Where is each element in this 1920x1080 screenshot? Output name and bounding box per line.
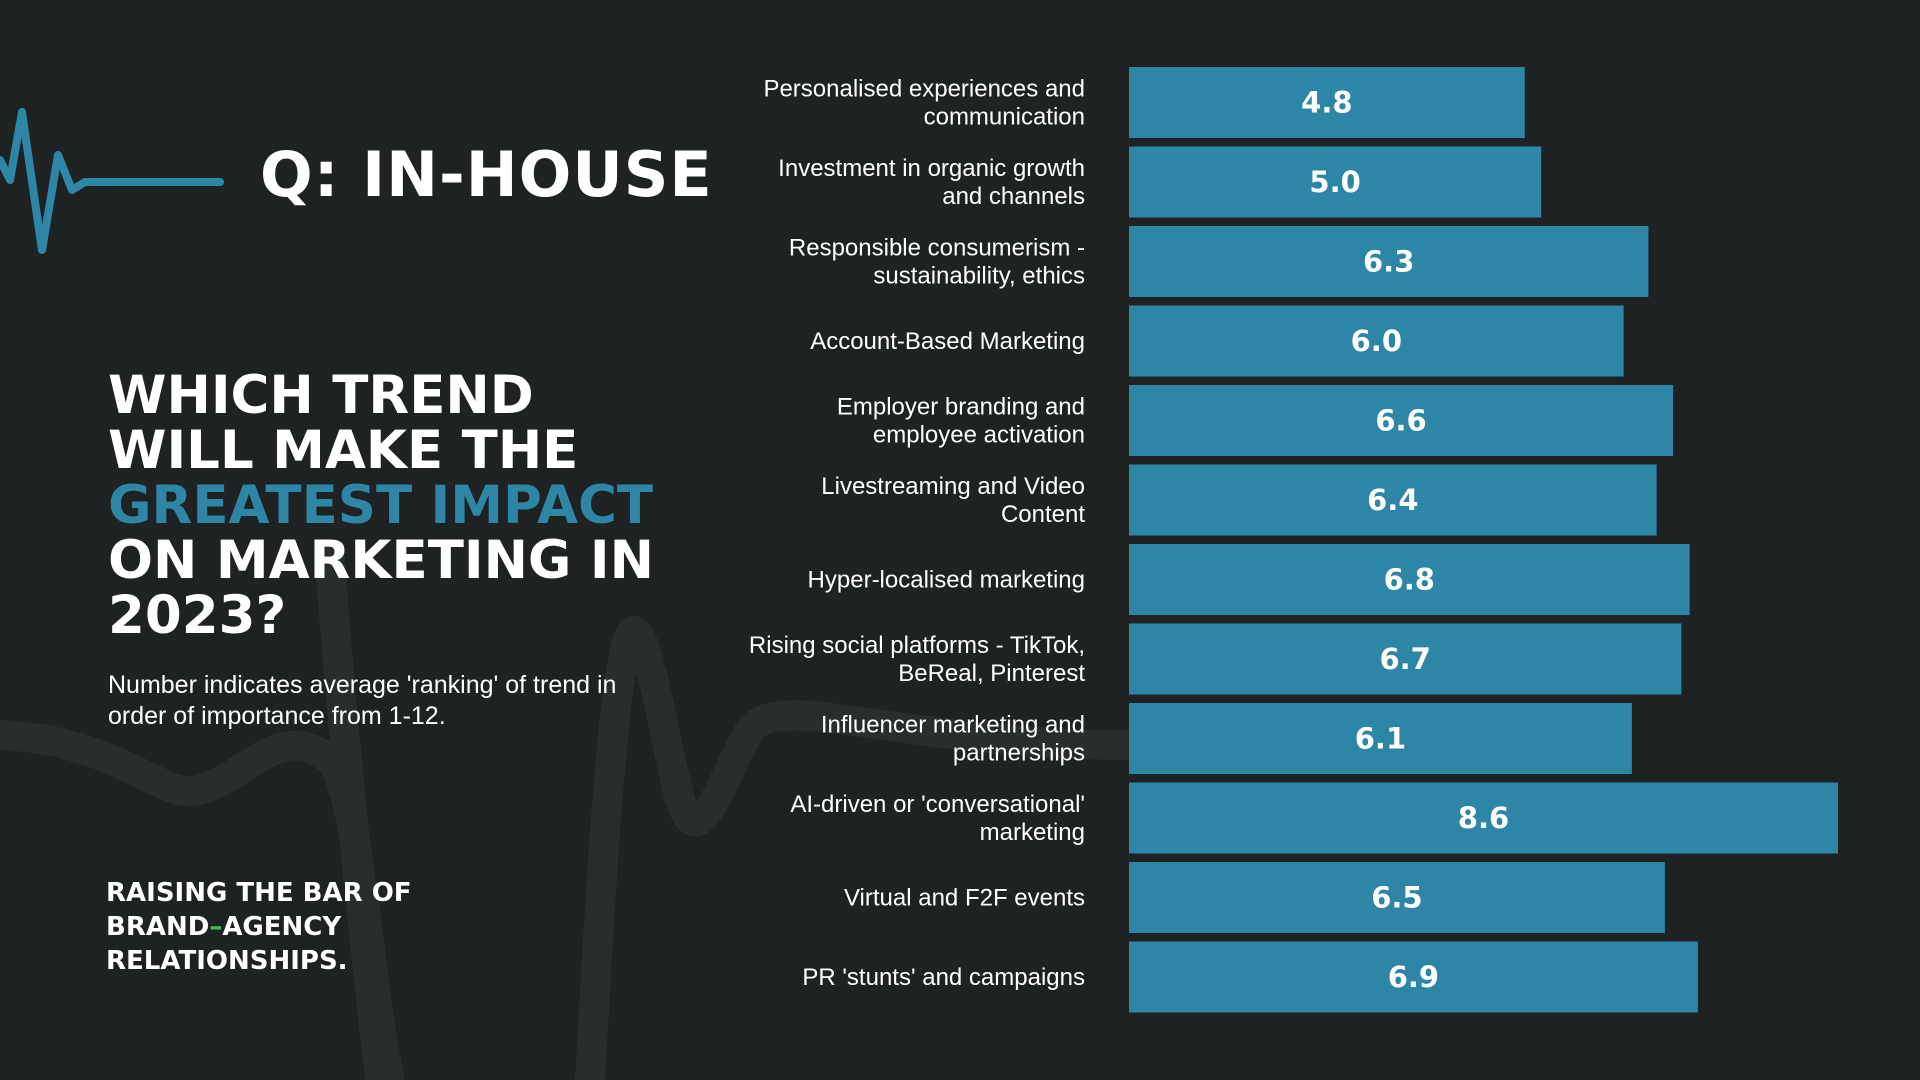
- bar-value-label: 6.9: [1388, 960, 1439, 994]
- question-line-4: ON MARKETING IN: [108, 530, 654, 591]
- tagline-line-3: RELATIONSHIPS.: [106, 946, 348, 976]
- category-label: AI-driven or 'conversational': [790, 791, 1085, 818]
- category-label: marketing: [980, 819, 1085, 846]
- bar-4: [1129, 305, 1624, 377]
- bar-5: [1129, 385, 1674, 456]
- bar-8: [1129, 623, 1682, 695]
- bar-2: [1129, 146, 1542, 218]
- bar-1: [1129, 67, 1525, 138]
- bar-value-label: 5.0: [1309, 165, 1360, 199]
- bar-10: [1129, 782, 1838, 854]
- bar-7: [1129, 544, 1690, 615]
- bar-3: [1129, 226, 1649, 297]
- category-label: BeReal, Pinterest: [898, 660, 1085, 687]
- category-label: communication: [924, 104, 1085, 131]
- tagline-line-1: RAISING THE BAR OF: [106, 878, 412, 908]
- category-label: PR 'stunts' and campaigns: [802, 964, 1085, 991]
- tagline: RAISING THE BAR OF BRAND–AGENCY RELATION…: [106, 876, 506, 978]
- category-label: partnerships: [953, 740, 1085, 767]
- tagline-dash: –: [209, 912, 223, 942]
- category-label: and channels: [942, 183, 1085, 210]
- question-line-1: WHICH TREND: [108, 365, 534, 426]
- category-label: Hyper-localised marketing: [808, 567, 1085, 594]
- category-label: Employer branding and: [837, 394, 1085, 421]
- tagline-brand: BRAND: [106, 912, 210, 942]
- bar-value-label: 6.7: [1379, 642, 1430, 676]
- bar-value-label: 8.6: [1458, 801, 1509, 835]
- question-heading: WHICH TREND WILL MAKE THE GREATEST IMPAC…: [108, 368, 708, 643]
- tagline-agency: AGENCY: [222, 912, 342, 942]
- bar-6: [1129, 464, 1657, 536]
- category-label: Personalised experiences and: [763, 76, 1085, 103]
- category-label: Account-Based Marketing: [810, 328, 1085, 355]
- category-label: Rising social platforms - TikTok,: [749, 632, 1085, 659]
- question-highlight: GREATEST IMPACT: [108, 475, 654, 536]
- category-label: sustainability, ethics: [873, 263, 1085, 290]
- bar-9: [1129, 703, 1632, 774]
- bar-12: [1129, 941, 1698, 1013]
- bar-value-label: 6.4: [1367, 483, 1418, 517]
- bar-value-label: 6.6: [1375, 404, 1426, 438]
- heartbeat-line-icon: [0, 108, 224, 254]
- question-line-5: 2023?: [108, 585, 287, 646]
- category-label: Content: [1001, 501, 1085, 528]
- question-line-2: WILL MAKE THE: [108, 420, 579, 481]
- category-label: Livestreaming and Video: [821, 473, 1085, 500]
- section-title: Q: IN-HOUSE: [260, 138, 713, 211]
- bar-value-label: 6.5: [1371, 881, 1422, 915]
- bar-value-label: 6.3: [1363, 245, 1414, 279]
- category-label: Virtual and F2F events: [844, 885, 1085, 912]
- bar-value-label: 6.0: [1351, 324, 1402, 358]
- bar-value-label: 6.1: [1355, 722, 1406, 756]
- ranking-note: Number indicates average 'ranking' of tr…: [108, 671, 617, 730]
- tagline-line-2: BRAND–AGENCY: [106, 910, 506, 944]
- category-label: Responsible consumerism -: [789, 235, 1085, 262]
- bar-value-label: 4.8: [1301, 86, 1352, 120]
- category-label: employee activation: [873, 422, 1085, 449]
- bar-11: [1129, 862, 1665, 933]
- category-label: Investment in organic growth: [778, 155, 1085, 182]
- bar-value-label: 6.8: [1384, 563, 1435, 597]
- category-label: Influencer marketing and: [821, 712, 1085, 739]
